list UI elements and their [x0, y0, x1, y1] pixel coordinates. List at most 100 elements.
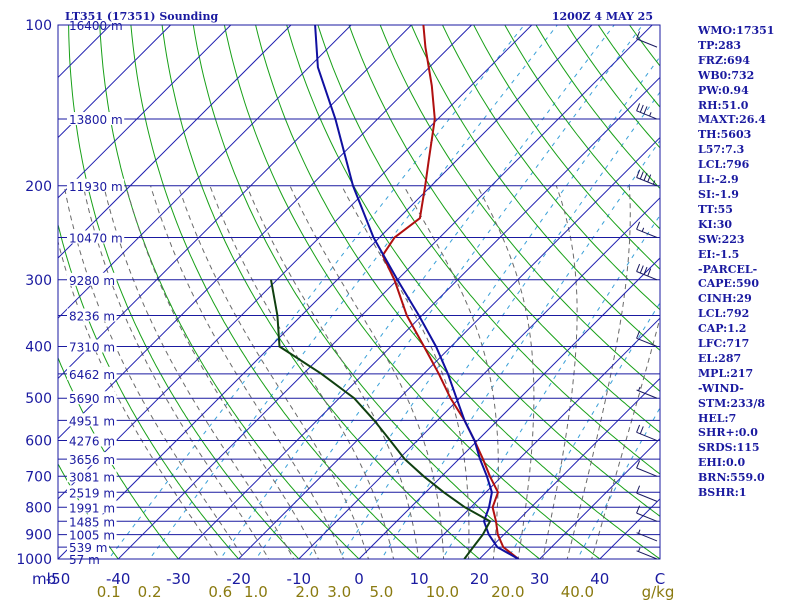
- moist-adiabat-line: [403, 185, 499, 559]
- pressure-tick-label: 300: [25, 273, 52, 289]
- dry-adiabat-line: [223, 25, 601, 559]
- height-label: 1485 m: [69, 515, 115, 529]
- stats-panel-item: -PARCEL-: [698, 262, 758, 276]
- temperature-tick-label: C: [655, 570, 665, 588]
- series-temperature-line: [381, 25, 520, 559]
- isotherm-line: [418, 317, 660, 559]
- wind-barb: [636, 460, 658, 477]
- temperature-tick-label: 0: [354, 570, 364, 588]
- mixing-ratio-tick-label: 3.0: [327, 583, 351, 600]
- wind-barb: [636, 529, 658, 542]
- isotherm-line: [58, 25, 172, 139]
- height-label: 1005 m: [69, 529, 115, 543]
- stats-panel-item: EI:-1.5: [698, 247, 740, 261]
- wind-barb: [636, 505, 658, 522]
- temperature-tick-label: 30: [530, 570, 549, 588]
- plot-border: [57, 24, 661, 560]
- mixing-ratio-tick-label: 10.0: [426, 583, 459, 600]
- pressure-tick-label: 600: [25, 434, 52, 450]
- chart-title: LT351 (17351) Sounding: [65, 10, 218, 23]
- mixing-ratio-line: [148, 25, 558, 559]
- temperature-tick-label: -20: [226, 570, 251, 588]
- pressure-unit-label: mb: [32, 570, 56, 588]
- stats-panel-item: TP:283: [698, 38, 742, 52]
- moist-adiabat-line: [542, 185, 578, 559]
- isotherm-line: [58, 25, 232, 199]
- mixing-ratio-line: [219, 25, 615, 559]
- dry-adiabat-line: [192, 25, 541, 559]
- stats-panel-item: EHI:0.0: [698, 456, 746, 470]
- dry-adiabat-line: [348, 25, 660, 434]
- stats-panel-item: WB0:732: [698, 68, 755, 82]
- height-label: 2519 m: [69, 486, 115, 500]
- height-label: 1991 m: [69, 501, 115, 515]
- stats-panel-item: PW:0.94: [698, 83, 749, 97]
- pressure-tick-label: 900: [25, 528, 52, 544]
- height-label: 16400 m: [69, 19, 123, 33]
- stats-panel-item: MAXT:26.4: [698, 113, 766, 127]
- height-label: 539 m: [69, 541, 107, 555]
- height-label-bg: [67, 112, 125, 126]
- moist-adiabat-line: [82, 185, 270, 559]
- isotherm-line: [58, 25, 352, 319]
- stats-panel-item: LCL:796: [698, 158, 750, 172]
- wind-barb: [636, 485, 658, 502]
- mixing-ratio-line: [108, 25, 525, 559]
- dry-adiabat-line: [473, 25, 660, 270]
- mixing-ratio-tick-label: 0.2: [138, 583, 162, 600]
- stats-panel-item: CAPE:590: [698, 277, 759, 291]
- height-label: 4951 m: [69, 414, 115, 428]
- isotherm-line: [237, 136, 660, 559]
- height-label-bg: [67, 178, 125, 192]
- wind-barb: [636, 103, 658, 120]
- time-label: 1200Z 4 MAY 25: [552, 10, 653, 23]
- stats-panel-item: STM:233/8: [698, 396, 765, 410]
- wind-barb: [636, 424, 658, 441]
- mixing-ratio-tick-label: 2.0: [295, 583, 319, 600]
- stats-panel-item: HEL:7: [698, 411, 737, 425]
- wind-barb: [636, 263, 658, 281]
- height-label-bg: [67, 308, 117, 322]
- temperature-tick-label: -10: [287, 570, 312, 588]
- moist-adiabat-line: [125, 185, 320, 559]
- height-label-bg: [67, 514, 117, 528]
- stats-panel-item: KI:30: [698, 217, 733, 231]
- dry-adiabat-line: [99, 25, 360, 559]
- height-label-bg: [67, 452, 117, 466]
- stats-panel-item: EL:287: [698, 351, 742, 365]
- moist-adiabat-line: [289, 185, 445, 559]
- wind-barb: [636, 31, 658, 48]
- mixing-ratio-tick-label: 0.6: [208, 583, 232, 600]
- plot-area: [58, 25, 660, 559]
- dry-adiabat-line: [441, 25, 660, 311]
- axis-labels: 16400 m 13800 m 11930 m 10470 m 9280 m 8236 m…: [16, 18, 674, 600]
- stats-panel-item: CAP:1.2: [698, 322, 747, 336]
- series-dewpoint-line: [270, 279, 492, 559]
- stats-panel-item: TH:5603: [698, 128, 752, 142]
- height-label: 7310 m: [69, 341, 115, 355]
- mixing-ratio-tick-label: 40.0: [561, 583, 594, 600]
- stats-panel-item: WMO:17351: [698, 24, 775, 37]
- moist-adiabat-line: [341, 185, 470, 559]
- height-label-bg: [67, 527, 117, 541]
- mixing-ratio-tick-label: 1.0: [244, 583, 268, 600]
- height-label-bg: [67, 500, 117, 514]
- stats-panel-item: BSHR:1: [698, 486, 747, 500]
- mixing-ratio-line: [380, 139, 660, 559]
- moist-adiabat-line: [150, 185, 344, 559]
- stats-panel-item: LCL:792: [698, 307, 750, 321]
- mixing-ratio-tick-label: 20.0: [491, 583, 524, 600]
- stats-panel-item: SRDS:115: [698, 441, 760, 455]
- height-label-bg: [67, 339, 117, 353]
- isotherm-line: [358, 257, 660, 559]
- isotherm-line: [58, 25, 473, 440]
- temperature-tick-label: 10: [410, 570, 429, 588]
- pressure-tick-label: 400: [25, 340, 52, 356]
- stats-panel-item: RH:51.0: [698, 98, 749, 112]
- stats-panel-item: CINH:29: [698, 292, 752, 306]
- stats-panel-item: MPL:217: [698, 366, 754, 380]
- height-label: 13800 m: [69, 113, 123, 127]
- isotherm-line: [177, 76, 660, 559]
- isotherm-line: [478, 377, 660, 559]
